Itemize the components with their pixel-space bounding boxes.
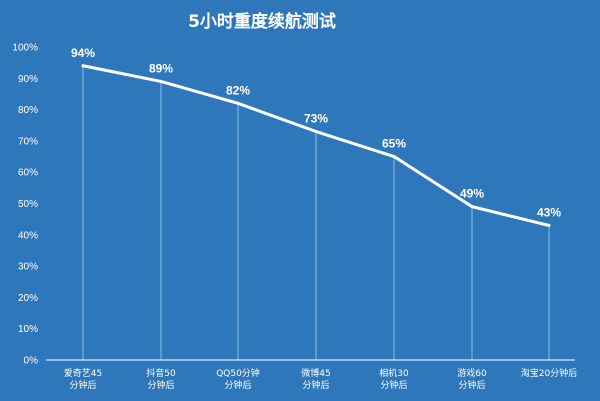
y-tick-label: 100% — [12, 43, 38, 54]
x-tick-label: QQ50分钟 — [216, 367, 260, 379]
x-tick-label: 分钟后 — [380, 379, 407, 391]
data-label: 43% — [537, 205, 561, 219]
x-tick-label: 分钟后 — [147, 379, 174, 391]
drop-lines — [82, 65, 550, 360]
x-tick-label: 爱奇艺45 — [64, 367, 102, 379]
y-tick-label: 30% — [18, 262, 38, 273]
y-tick-label: 10% — [18, 324, 38, 335]
y-tick-label: 50% — [18, 199, 38, 210]
y-axis: 0% 10% 20% 30% 40% 50% 60% 70% 80% 90% 100% — [12, 43, 575, 367]
x-tick-label: 分钟后 — [458, 379, 485, 391]
data-label: 94% — [71, 46, 95, 60]
y-tick-label: 20% — [18, 293, 38, 304]
x-tick-label: 相机30 — [379, 367, 409, 379]
data-label: 49% — [460, 187, 484, 201]
data-label: 65% — [382, 137, 406, 151]
x-tick-label: 分钟后 — [224, 379, 251, 391]
data-point — [314, 130, 318, 134]
y-tick-label: 40% — [18, 230, 38, 241]
y-tick-label: 0% — [24, 356, 39, 367]
x-axis: 爱奇艺45分钟后抖音50分钟后QQ50分钟分钟后微博45分钟后相机30分钟后游戏… — [64, 367, 577, 391]
data-point — [236, 101, 240, 105]
data-point — [159, 79, 163, 83]
data-point — [392, 155, 396, 159]
x-tick-label: 微博45 — [301, 367, 330, 379]
y-tick-label: 90% — [18, 74, 38, 85]
data-point — [470, 205, 474, 209]
data-label: 89% — [149, 61, 173, 75]
y-tick-label: 70% — [18, 136, 38, 147]
data-label: 82% — [226, 83, 250, 97]
y-tick-label: 60% — [18, 168, 38, 179]
data-label: 73% — [304, 112, 328, 126]
x-tick-label: 分钟后 — [302, 379, 329, 391]
data-point — [81, 64, 85, 68]
data-point — [547, 223, 551, 227]
x-tick-label: 抖音50 — [146, 367, 176, 379]
series-line — [81, 64, 551, 227]
y-tick-label: 80% — [18, 105, 38, 116]
x-tick-label: 分钟后 — [69, 379, 96, 391]
x-tick-label: 淘宝20分钟后 — [521, 367, 577, 379]
data-labels: 94% 89% 82% 73% 65% 49% 43% — [71, 46, 561, 220]
x-tick-label: 游戏60 — [457, 367, 487, 379]
chart-title: 5小时重度续航测试 — [188, 11, 336, 32]
